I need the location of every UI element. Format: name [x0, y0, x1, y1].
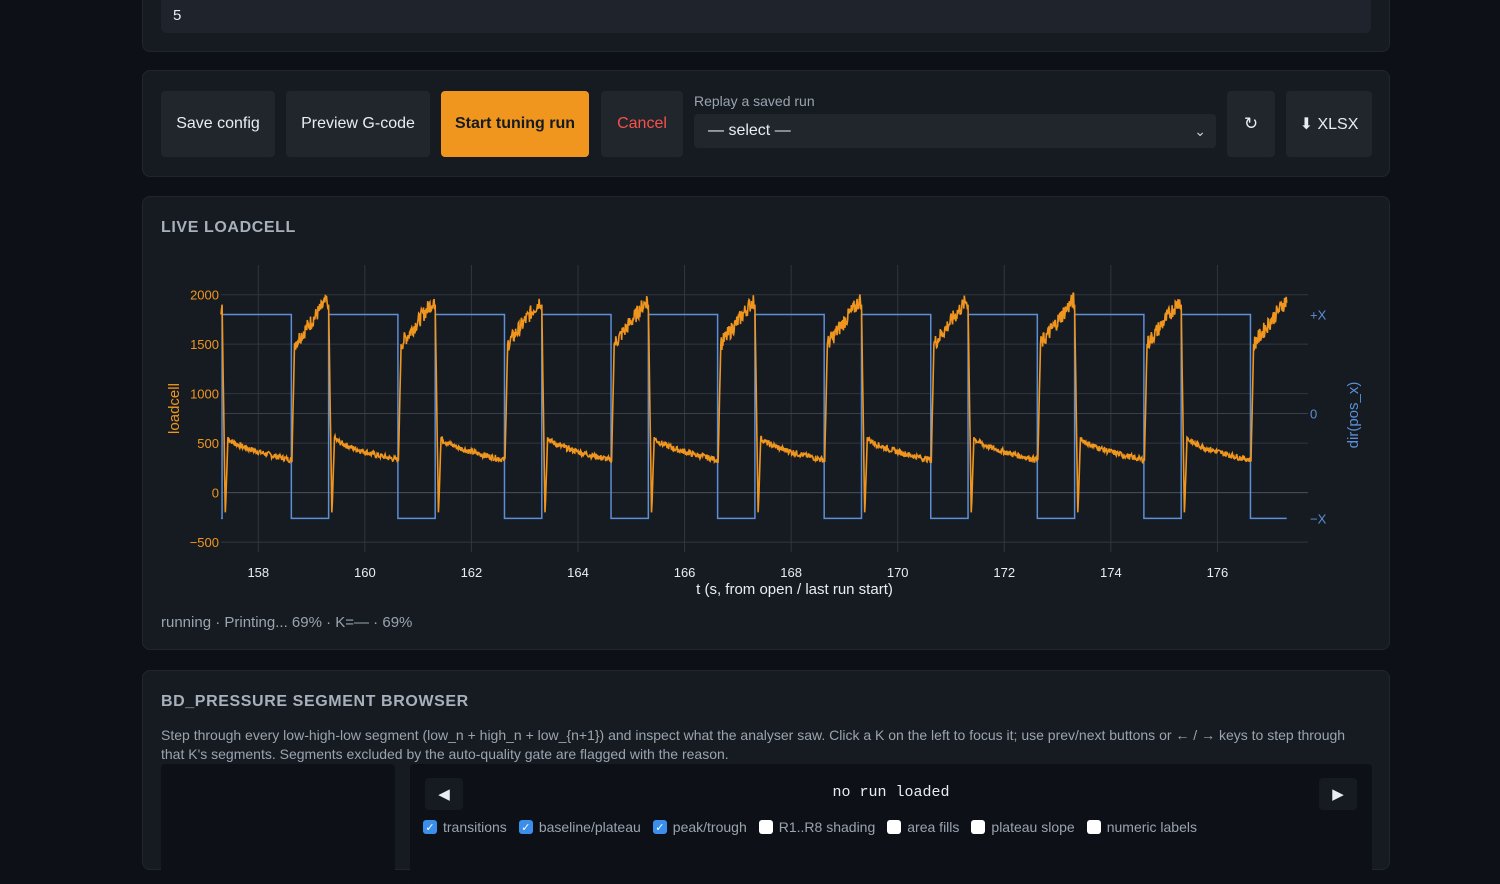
loadcell-series-line [221, 293, 1287, 513]
k-list[interactable] [161, 764, 395, 884]
y-tick-label: 0 [212, 486, 219, 501]
checkbox-label: plateau slope [991, 819, 1074, 835]
overlay-checkbox-baseline-plateau[interactable]: ✓ baseline/plateau [519, 819, 641, 835]
y2-axis-label: dir(pos_x) [1345, 382, 1362, 449]
overlay-checkbox-transitions[interactable]: ✓ transitions [423, 819, 507, 835]
next-segment-button[interactable]: ▶ [1319, 778, 1357, 810]
overlay-checkbox-r1-r8-shading[interactable]: R1..R8 shading [759, 819, 876, 835]
y-axis-label: loadcell [166, 383, 183, 434]
x-tick-label: 168 [780, 565, 802, 580]
x-axis-label: t (s, from open / last run start) [696, 581, 893, 598]
top-panel: 5 [142, 0, 1390, 52]
segment-browser-panel: BD_PRESSURE SEGMENT BROWSER Step through… [142, 670, 1390, 870]
overlay-checkbox-peak-trough[interactable]: ✓ peak/trough [653, 819, 747, 835]
start-tuning-run-button[interactable]: Start tuning run [441, 91, 589, 157]
direction-series-line [221, 314, 1287, 518]
checkbox-label: area fills [907, 819, 959, 835]
refresh-icon: ↻ [1244, 114, 1258, 134]
checkbox-label: baseline/plateau [539, 819, 641, 835]
checkbox-label: R1..R8 shading [779, 819, 876, 835]
chevron-right-icon: ▶ [1332, 785, 1344, 803]
segment-browser-title: BD_PRESSURE SEGMENT BROWSER [161, 693, 469, 711]
run-status: running · Printing... 69% · K=— · 69% [161, 614, 412, 631]
replay-select-value: — select — [708, 122, 791, 139]
chevron-down-icon: ⌄ [1194, 114, 1206, 148]
x-tick-label: 158 [247, 565, 269, 580]
y-tick-label: 500 [197, 436, 219, 451]
x-tick-label: 162 [461, 565, 483, 580]
checkbox-checked-icon[interactable]: ✓ [423, 820, 437, 834]
cancel-button[interactable]: Cancel [601, 91, 683, 157]
overlay-checkbox-numeric-labels[interactable]: numeric labels [1087, 819, 1197, 835]
checkbox-label: transitions [443, 819, 507, 835]
x-tick-label: 170 [887, 565, 909, 580]
overlay-checkboxes: ✓ transitions ✓ baseline/plateau ✓ peak/troug… [423, 819, 1209, 835]
segment-status: no run loaded [410, 784, 1372, 801]
x-tick-label: 164 [567, 565, 589, 580]
checkbox-checked-icon[interactable]: ✓ [653, 820, 667, 834]
checkbox-label: numeric labels [1107, 819, 1197, 835]
checkbox-unchecked-icon[interactable] [1087, 820, 1101, 834]
checkbox-unchecked-icon[interactable] [887, 820, 901, 834]
y-tick-label: 1000 [190, 387, 219, 402]
overlay-checkbox-plateau-slope[interactable]: plateau slope [971, 819, 1074, 835]
y2-tick-label: +X [1310, 307, 1327, 322]
checkbox-checked-icon[interactable]: ✓ [519, 820, 533, 834]
top-input[interactable]: 5 [161, 0, 1371, 33]
toolbar-panel: Save config Preview G-code Start tuning … [142, 70, 1390, 177]
replay-label: Replay a saved run [694, 93, 815, 109]
replay-select[interactable]: — select — ⌄ [694, 114, 1216, 148]
checkbox-unchecked-icon[interactable] [971, 820, 985, 834]
segment-viewer: ◀ no run loaded ▶ ✓ transitions ✓ baseline/… [410, 764, 1372, 884]
y-tick-label: 2000 [190, 288, 219, 303]
checkbox-unchecked-icon[interactable] [759, 820, 773, 834]
download-xlsx-button[interactable]: ⬇ XLSX [1286, 91, 1372, 157]
x-tick-label: 160 [354, 565, 376, 580]
x-tick-label: 174 [1100, 565, 1122, 580]
x-tick-label: 176 [1207, 565, 1229, 580]
save-config-button[interactable]: Save config [161, 91, 275, 157]
loadcell-chart: 158 160 162 164 166 168 170 172 174 176 2000 1500 10… [143, 197, 1391, 607]
x-tick-label: 172 [993, 565, 1015, 580]
y2-tick-label: 0 [1310, 406, 1317, 421]
y2-tick-label: −X [1310, 511, 1327, 526]
checkbox-label: peak/trough [673, 819, 747, 835]
preview-gcode-button[interactable]: Preview G-code [286, 91, 430, 157]
y-tick-label: 1500 [190, 337, 219, 352]
x-tick-label: 166 [674, 565, 696, 580]
live-loadcell-panel: LIVE LOADCELL 158 160 162 164 166 168 170 172 17… [142, 196, 1390, 650]
refresh-button[interactable]: ↻ [1227, 91, 1275, 157]
y-tick-label: −500 [190, 535, 219, 550]
overlay-checkbox-area-fills[interactable]: area fills [887, 819, 959, 835]
segment-browser-description: Step through every low-high-low segment … [161, 726, 1361, 764]
